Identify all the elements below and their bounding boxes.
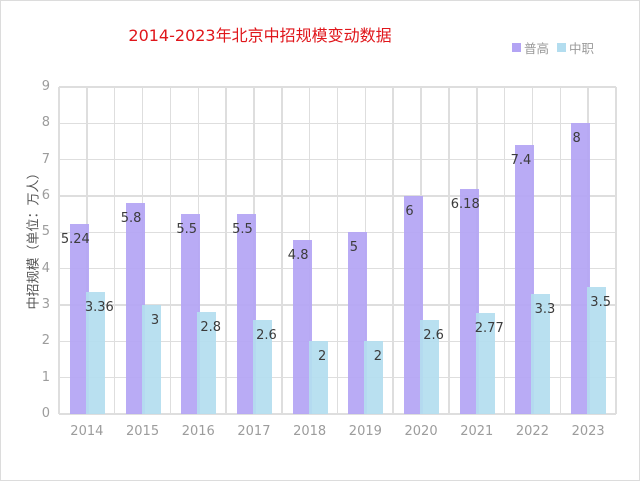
bar-pugao[interactable] bbox=[292, 239, 312, 414]
y-tick-label: 5 bbox=[41, 224, 50, 240]
x-tick-label: 2023 bbox=[571, 424, 605, 439]
data-label: 2.6 bbox=[423, 327, 444, 343]
data-label: 2 bbox=[373, 349, 382, 365]
bar-pugao[interactable] bbox=[571, 123, 591, 414]
x-tick-label: 2020 bbox=[404, 424, 438, 439]
legend-label-series-0: 普高 bbox=[524, 41, 550, 56]
bar-zhongzhi[interactable] bbox=[197, 312, 217, 414]
gridline-v bbox=[615, 87, 617, 414]
y-tick-label: 3 bbox=[41, 297, 50, 312]
gridline-v bbox=[281, 87, 283, 414]
x-tick-label: 2022 bbox=[515, 424, 549, 439]
data-label: 7.4 bbox=[510, 153, 532, 169]
y-tick-label: 9 bbox=[41, 79, 50, 94]
gridline-v bbox=[225, 87, 227, 414]
data-label: 3.36 bbox=[84, 299, 114, 315]
bar-pugao[interactable] bbox=[459, 189, 479, 414]
gridline-v bbox=[448, 87, 450, 414]
data-label: 8 bbox=[572, 131, 581, 147]
x-tick-label: 2021 bbox=[460, 424, 494, 439]
bar-pugao[interactable] bbox=[125, 203, 145, 414]
data-label: 5.5 bbox=[176, 222, 198, 238]
y-tick-label: 7 bbox=[41, 151, 50, 167]
data-label: 4.8 bbox=[287, 247, 309, 263]
y-tick-label: 6 bbox=[41, 188, 50, 203]
bar-pugao[interactable] bbox=[181, 214, 201, 414]
bar-zhongzhi[interactable] bbox=[85, 291, 105, 414]
bar-zhongzhi[interactable] bbox=[475, 313, 495, 414]
chart-title: 2014-2023年北京中招规模变动数据 bbox=[0, 22, 640, 46]
gridline-v bbox=[113, 87, 116, 414]
bar-zhongzhi[interactable] bbox=[308, 341, 328, 414]
x-tick-label: 2015 bbox=[126, 424, 160, 439]
legend-swatch-series-0 bbox=[512, 43, 521, 52]
data-label: 2.6 bbox=[256, 327, 277, 343]
y-axis-label: 中招规模（单位：万人） bbox=[26, 166, 42, 310]
x-tick-label: 2017 bbox=[237, 424, 271, 439]
x-tick-label: 2019 bbox=[348, 424, 382, 439]
bar-zhongzhi[interactable] bbox=[531, 294, 551, 414]
gridline-v bbox=[58, 87, 60, 414]
bar-pugao[interactable] bbox=[348, 232, 368, 414]
gridline-v bbox=[559, 87, 562, 414]
bar-zhongzhi[interactable] bbox=[141, 305, 161, 414]
bar-zhongzhi[interactable] bbox=[364, 341, 384, 414]
x-tick-label: 2016 bbox=[181, 424, 215, 439]
bar-zhongzhi[interactable] bbox=[420, 319, 440, 414]
legend-item-series-0[interactable]: 普高 bbox=[512, 38, 549, 57]
legend-item-series-1[interactable]: 中职 bbox=[557, 38, 594, 57]
data-label: 5 bbox=[349, 240, 358, 256]
bar-pugao[interactable] bbox=[69, 223, 89, 414]
gridline-h bbox=[59, 413, 616, 415]
data-label: 5.5 bbox=[232, 222, 253, 238]
data-label: 2.8 bbox=[200, 320, 222, 336]
x-tick-label: 2018 bbox=[293, 424, 327, 439]
y-tick-label: 1 bbox=[41, 369, 50, 385]
x-tick-label: 2014 bbox=[70, 424, 104, 439]
legend: 普高 中职 bbox=[512, 38, 594, 57]
data-label: 3.3 bbox=[534, 302, 556, 318]
bar-pugao[interactable] bbox=[236, 214, 256, 414]
bar-zhongzhi[interactable] bbox=[587, 286, 607, 414]
data-label: 5.24 bbox=[60, 231, 90, 247]
data-label: 2.77 bbox=[474, 321, 504, 337]
legend-swatch-series-1 bbox=[557, 43, 567, 52]
data-label: 6.18 bbox=[450, 197, 480, 213]
gridline-v bbox=[169, 87, 172, 414]
y-tick-label: 0 bbox=[41, 406, 50, 421]
chart-title-text: 2014-2023年北京中招规模变动数据 bbox=[128, 26, 392, 45]
data-label: 3 bbox=[150, 313, 160, 328]
gridline-v bbox=[503, 87, 506, 414]
y-tick-label: 4 bbox=[41, 260, 50, 276]
y-tick-label: 8 bbox=[41, 115, 50, 131]
bar-pugao[interactable] bbox=[404, 196, 424, 414]
y-tick-label: 2 bbox=[41, 333, 50, 349]
bar-pugao[interactable] bbox=[515, 145, 535, 414]
data-label: 5.8 bbox=[120, 211, 142, 227]
data-label: 2 bbox=[318, 349, 327, 365]
data-label: 3.5 bbox=[590, 294, 611, 310]
bar-zhongzhi[interactable] bbox=[252, 319, 272, 414]
gridline-v bbox=[392, 87, 394, 414]
data-label: 6 bbox=[405, 204, 414, 219]
gridline-v bbox=[336, 87, 339, 414]
legend-label-series-1: 中职 bbox=[569, 41, 595, 56]
